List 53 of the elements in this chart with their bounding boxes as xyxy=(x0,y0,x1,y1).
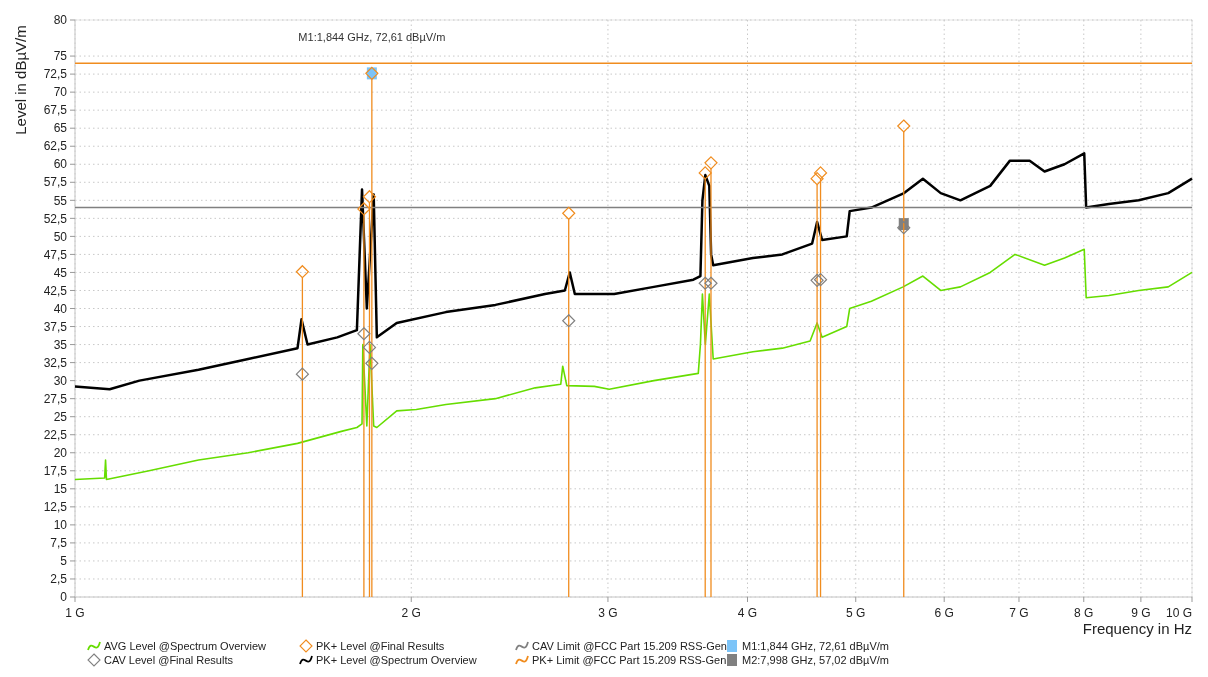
annotation: M1:1,844 GHz, 72,61 dBµV/m xyxy=(298,31,446,44)
y-tick-label: 62,5 xyxy=(43,139,68,154)
y-axis-title: Level in dBµV/m xyxy=(12,25,29,135)
x-tick-label: 6 G xyxy=(934,606,954,620)
legend-label: PK+ Limit @FCC Part 15.209 RSS-Gen xyxy=(532,653,727,666)
y-tick-label: 15 xyxy=(53,482,68,497)
y-tick-label: 20 xyxy=(53,445,68,460)
legend-label: AVG Level @Spectrum Overview xyxy=(104,639,267,652)
y-tick-label: 32,5 xyxy=(43,355,68,370)
y-tick-label: 70 xyxy=(53,85,68,100)
y-tick-label: 80 xyxy=(53,13,68,28)
y-tick-label: 25 xyxy=(53,409,68,424)
y-tick-label: 30 xyxy=(53,373,68,388)
y-tick-label: 17,5 xyxy=(43,463,68,478)
x-tick-label: 10 G xyxy=(1165,606,1192,620)
x-tick-label: 8 G xyxy=(1074,606,1094,620)
y-tick-label: 10 xyxy=(53,518,68,533)
x-tick-label: 7 G xyxy=(1009,606,1029,620)
y-tick-label: 40 xyxy=(53,301,68,316)
legend-label: CAV Level @Final Results xyxy=(104,653,234,666)
legend-label: PK+ Level @Final Results xyxy=(316,639,445,652)
y-tick-label: 60 xyxy=(53,157,68,172)
y-tick-label: 65 xyxy=(53,121,68,136)
x-tick-label: 2 G xyxy=(401,606,421,620)
x-axis-title: Frequency in Hz xyxy=(1082,620,1192,637)
legend-label: CAV Limit @FCC Part 15.209 RSS-Gen xyxy=(532,639,727,652)
y-tick-label: 7,5 xyxy=(50,536,68,551)
y-tick-label: 2,5 xyxy=(50,572,68,587)
x-tick-label: 3 G xyxy=(598,606,618,620)
y-tick-label: 55 xyxy=(53,193,68,208)
y-tick-label: 37,5 xyxy=(43,319,68,334)
x-tick-label: 9 G xyxy=(1131,606,1151,620)
y-tick-label: 12,5 xyxy=(43,500,68,515)
x-tick-label: 5 G xyxy=(846,606,866,620)
y-tick-label: 35 xyxy=(53,337,68,352)
y-tick-label: 42,5 xyxy=(43,283,68,298)
legend-label: M2:7,998 GHz, 57,02 dBµV/m xyxy=(742,653,889,666)
legend-label: M1:1,844 GHz, 72,61 dBµV/m xyxy=(742,639,889,652)
x-tick-label: 1 G xyxy=(65,606,85,620)
y-tick-label: 72,5 xyxy=(43,67,68,82)
y-tick-label: 52,5 xyxy=(43,211,68,226)
y-tick-label: 22,5 xyxy=(43,427,68,442)
y-tick-label: 47,5 xyxy=(43,247,68,262)
y-tick-label: 0 xyxy=(60,590,68,605)
y-tick-label: 57,5 xyxy=(43,175,68,190)
legend-label: PK+ Level @Spectrum Overview xyxy=(316,653,477,666)
y-tick-label: 27,5 xyxy=(43,391,68,406)
x-tick-label: 4 G xyxy=(737,606,758,620)
y-tick-label: 75 xyxy=(53,49,68,64)
y-tick-label: 50 xyxy=(53,229,68,244)
y-tick-label: 5 xyxy=(60,554,68,569)
y-tick-label: 67,5 xyxy=(43,103,68,118)
y-tick-label: 45 xyxy=(53,265,68,280)
